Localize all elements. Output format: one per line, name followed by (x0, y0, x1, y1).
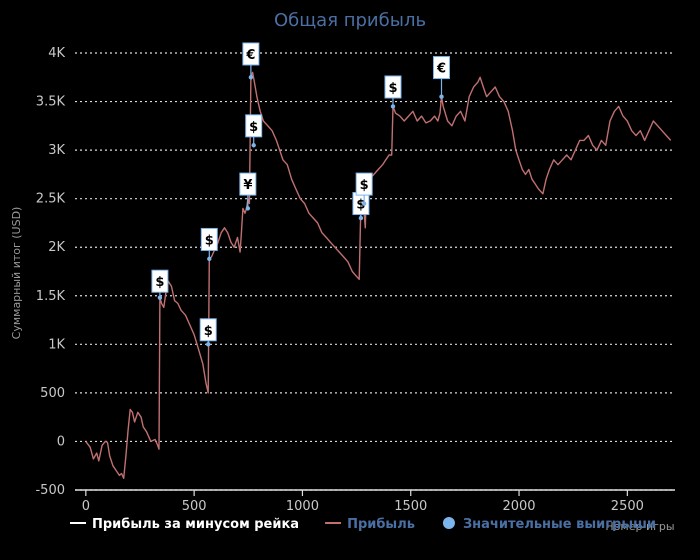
marker-flag (151, 269, 169, 293)
marker-flag (245, 114, 263, 138)
big-win-marker[interactable]: € (432, 56, 450, 99)
series-line-1 (85, 71, 672, 479)
marker-symbol: $ (205, 233, 214, 248)
marker-point (251, 143, 256, 148)
x-tick-label: 2000 (502, 499, 535, 514)
marker-flag (242, 42, 260, 66)
y-axis-title: Суммарный итог (USD) (10, 207, 23, 340)
marker-point (439, 94, 444, 99)
big-win-marker[interactable]: $ (245, 114, 263, 148)
y-tick-label: 2K (48, 240, 65, 255)
marker-flag (200, 227, 218, 251)
marker-flag (199, 318, 217, 342)
marker-point (206, 342, 211, 347)
big-win-marker[interactable]: $ (355, 172, 373, 206)
legend-item-2[interactable]: Значительные выигрыши (442, 517, 656, 532)
big-win-marker[interactable]: € (242, 42, 260, 80)
y-tick-label: 3K (48, 143, 65, 158)
big-win-marker[interactable]: $ (384, 75, 402, 109)
big-win-marker[interactable]: $ (151, 269, 169, 300)
y-tick-label: 3.5K (36, 95, 66, 110)
marker-symbol: ¥ (243, 178, 252, 193)
x-tick-label: 0 (82, 499, 90, 514)
marker-symbol: $ (388, 81, 397, 96)
marker-symbol: $ (360, 178, 369, 193)
y-tick-label: 2.5K (36, 192, 66, 207)
big-win-marker[interactable]: $ (199, 318, 217, 347)
marker-symbol: € (436, 62, 446, 77)
big-win-marker[interactable]: $ (200, 227, 218, 262)
grid-layer (75, 52, 675, 491)
marker-point (207, 256, 212, 262)
legend-label: Прибыль (347, 517, 415, 532)
x-axis-title: Номер игры (605, 520, 674, 533)
marker-point (245, 206, 251, 211)
marker-flag (384, 75, 402, 99)
marker-layer: $ $ $ ¥ € $ $ $ $ € (151, 42, 450, 347)
marker-point (361, 201, 367, 206)
marker-symbol: $ (204, 324, 213, 339)
y-tick-label: 0 (57, 434, 65, 449)
legend-item-0[interactable]: Прибыль за минусом рейка (70, 517, 299, 532)
legend-label: Прибыль за минусом рейка (92, 517, 299, 532)
series-layer (85, 71, 672, 479)
x-tick-label: 1000 (286, 499, 319, 514)
legend-symbol-circle (442, 517, 455, 529)
legend-item-1[interactable]: Прибыль (325, 517, 415, 532)
legend: Прибыль за минусом рейка Прибыль Значитель… (70, 517, 656, 532)
axis-layer: -500 0 500 1K 1.5K 2K 2.5K 3K 3.5K 4K 0 500 1000 1500… (35, 46, 675, 514)
x-tick-label: 2500 (611, 499, 644, 514)
y-tick-label: 4K (48, 46, 65, 61)
y-tick-label: -500 (35, 483, 65, 498)
x-tick-label: 1500 (394, 499, 427, 514)
marker-point (358, 215, 364, 221)
marker-point (157, 295, 163, 300)
marker-flag (355, 172, 373, 196)
x-tick-label: 500 (182, 499, 207, 514)
y-tick-label: 1K (48, 337, 65, 352)
marker-flag (239, 172, 257, 196)
marker-flag (432, 56, 450, 80)
chart-title: Общая прибыль (274, 10, 426, 31)
big-win-marker[interactable]: ¥ (239, 172, 257, 211)
y-tick-label: 1.5K (36, 289, 66, 304)
marker-point (390, 104, 396, 109)
y-tick-label: 500 (40, 386, 65, 401)
marker-symbol: $ (249, 120, 258, 135)
marker-symbol: € (245, 48, 255, 63)
marker-symbol: $ (356, 198, 365, 213)
marker-symbol: $ (155, 275, 164, 290)
legend-label: Значительные выигрыши (463, 517, 656, 532)
marker-point (248, 75, 254, 80)
